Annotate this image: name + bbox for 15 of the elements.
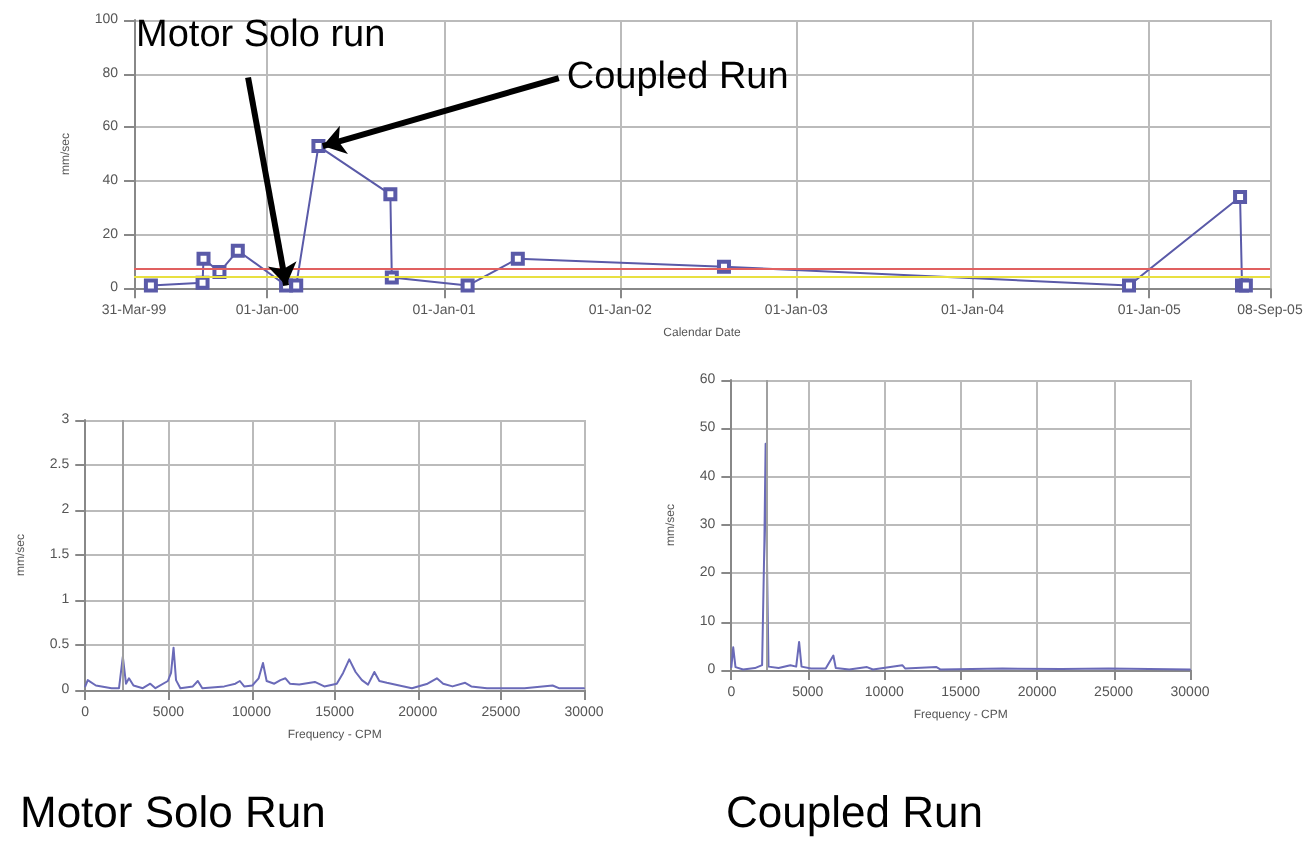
point xyxy=(510,251,525,266)
point xyxy=(143,278,158,293)
point xyxy=(195,275,210,290)
point xyxy=(196,251,211,266)
text: Coupled Run xyxy=(726,787,983,837)
point xyxy=(1122,278,1137,293)
point xyxy=(460,278,475,293)
point xyxy=(311,139,326,154)
annotation: Motor Solo run xyxy=(136,13,386,56)
annotation: Coupled Run xyxy=(566,56,789,99)
text: Motor Solo Run xyxy=(20,787,326,837)
point xyxy=(383,187,398,202)
point xyxy=(289,278,304,293)
point xyxy=(230,243,245,258)
point xyxy=(1233,190,1248,205)
